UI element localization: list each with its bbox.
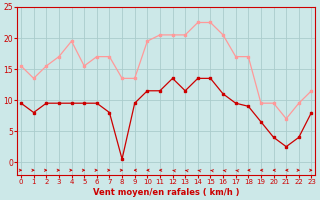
- X-axis label: Vent moyen/en rafales ( km/h ): Vent moyen/en rafales ( km/h ): [93, 188, 239, 197]
